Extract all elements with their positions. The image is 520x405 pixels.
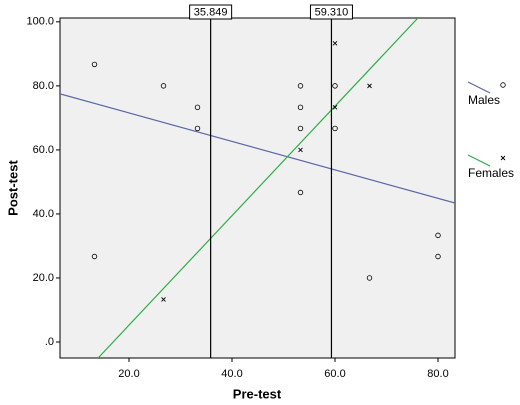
point — [332, 125, 338, 132]
point — [297, 125, 304, 132]
legend-label: Males — [468, 93, 500, 107]
legend-label: Females — [468, 166, 514, 180]
point — [160, 83, 167, 89]
legend-line — [467, 81, 491, 94]
y-tick-label: 100.0 — [26, 16, 54, 28]
point — [332, 40, 338, 46]
fit-line — [60, 93, 455, 204]
y-tick-label: .0 — [45, 336, 54, 348]
reference-label-box — [189, 4, 233, 20]
reference-label-box — [309, 4, 353, 20]
point — [297, 189, 304, 196]
y-tick-label: 60.0 — [33, 144, 54, 156]
x-axis-title: Pre-test — [233, 386, 282, 401]
legend-marker — [500, 155, 506, 161]
legend-line — [467, 154, 491, 167]
point — [297, 104, 304, 111]
reference-label: 59.310 — [315, 6, 349, 18]
y-axis-title: Post-test — [5, 160, 20, 216]
legend-marker — [500, 82, 506, 88]
point — [91, 253, 98, 260]
point — [194, 125, 201, 132]
point — [332, 105, 338, 110]
point — [367, 83, 372, 89]
y-tick-label: 80.0 — [33, 80, 54, 92]
point — [435, 232, 441, 239]
y-tick-label: 20.0 — [33, 272, 54, 284]
point — [161, 297, 166, 302]
point — [297, 83, 304, 89]
fit-line — [97, 18, 419, 358]
x-tick-label: 40.0 — [221, 368, 242, 380]
point — [332, 83, 338, 89]
point — [435, 253, 441, 260]
x-tick-label: 20.0 — [118, 368, 139, 380]
x-tick-label: 60.0 — [324, 368, 345, 380]
point — [194, 104, 201, 111]
point — [366, 275, 373, 281]
plot-layer — [60, 18, 455, 358]
point — [91, 61, 98, 68]
x-tick-label: 80.0 — [427, 368, 448, 380]
point — [298, 147, 303, 153]
y-tick-label: 40.0 — [33, 208, 54, 220]
reference-label: 35.849 — [194, 6, 228, 18]
